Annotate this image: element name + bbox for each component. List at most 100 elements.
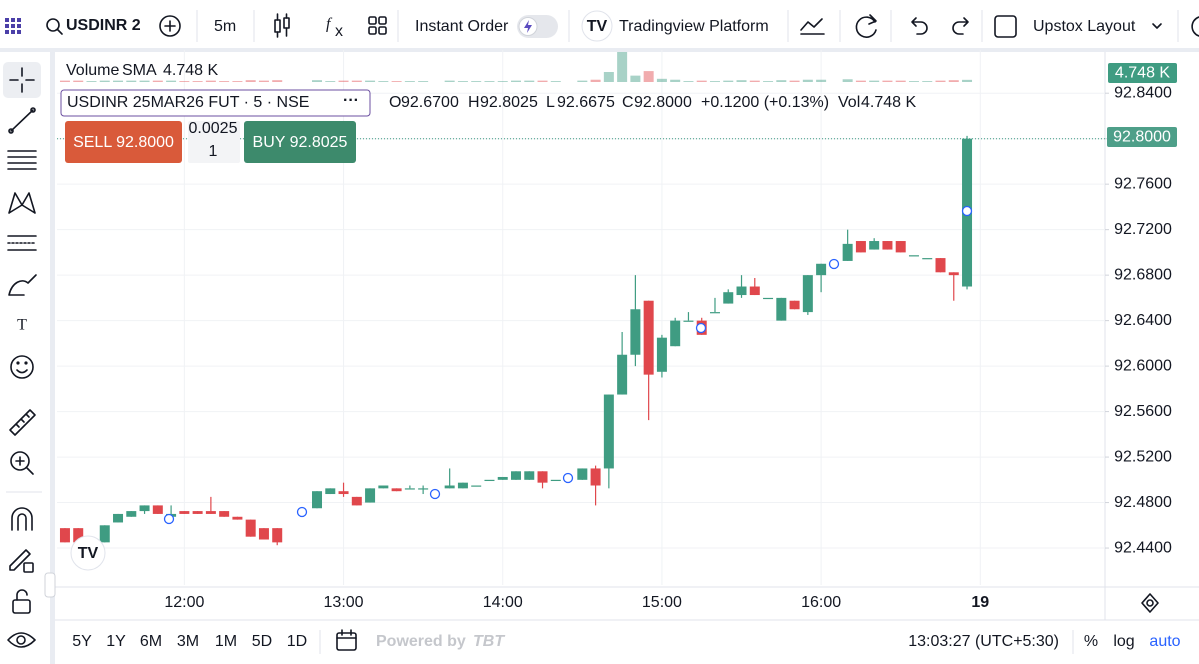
- refresh-icon[interactable]: [855, 14, 877, 38]
- sell-button[interactable]: [65, 121, 182, 163]
- volume-bar: [577, 80, 588, 82]
- platform-logo[interactable]: TV: [581, 10, 613, 42]
- volume-bar: [245, 80, 256, 82]
- volume-bar: [73, 80, 84, 82]
- event-marker[interactable]: [296, 506, 308, 518]
- x-tick-label: 15:00: [642, 594, 682, 611]
- forecast-tool[interactable]: [7, 235, 37, 251]
- volume-bar: [139, 80, 150, 82]
- platform-switch[interactable]: Tradingview Platform: [619, 18, 769, 35]
- lock-tool[interactable]: [12, 589, 31, 614]
- event-marker[interactable]: [429, 488, 441, 500]
- log-toggle[interactable]: log: [1113, 633, 1134, 650]
- range-button[interactable]: 1Y: [106, 633, 126, 650]
- range-button[interactable]: 6M: [140, 633, 162, 650]
- more-button[interactable]: ···: [343, 92, 359, 109]
- volume-bar: [484, 81, 495, 82]
- visibility-tool[interactable]: [7, 632, 36, 648]
- volume-bar: [272, 80, 283, 82]
- apps-icon[interactable]: [5, 18, 21, 34]
- compare-icon[interactable]: [159, 15, 181, 37]
- candle-body: [312, 491, 323, 509]
- layout-icon[interactable]: [994, 15, 1017, 38]
- time-axis-settings[interactable]: [1141, 593, 1159, 613]
- draw-mode-tool[interactable]: [9, 549, 34, 573]
- text-tool[interactable]: T: [17, 317, 27, 334]
- y-tick-label: 92.6400: [1114, 312, 1172, 329]
- candle-body: [73, 528, 84, 543]
- volume-bar: [192, 81, 203, 82]
- range-button[interactable]: 5D: [252, 633, 272, 650]
- zoom-tool[interactable]: [10, 451, 34, 475]
- fib-tool[interactable]: [7, 150, 37, 170]
- low-value: 92.6675: [557, 94, 615, 111]
- y-tick-label: 92.4400: [1114, 539, 1172, 556]
- event-markers: [163, 205, 973, 525]
- candle-body: [617, 354, 628, 395]
- buy-label: BUY 92.8025: [253, 134, 348, 151]
- event-marker[interactable]: [562, 472, 574, 484]
- symbol-box[interactable]: [60, 89, 371, 117]
- volume-bar: [166, 80, 177, 82]
- interval[interactable]: 5m: [214, 18, 236, 35]
- volume-bar: [882, 80, 893, 82]
- candle-body: [922, 258, 933, 260]
- goto-date-icon[interactable]: [336, 629, 357, 651]
- quantity[interactable]: 1: [209, 143, 218, 160]
- replay-icon: [800, 18, 825, 35]
- collapse-toolbar[interactable]: [44, 572, 56, 598]
- candle-body: [537, 471, 548, 483]
- candle-body: [789, 300, 800, 310]
- volume-bar: [948, 80, 959, 82]
- volume-bar: [258, 80, 269, 82]
- event-marker[interactable]: [961, 205, 973, 217]
- layout-name[interactable]: Upstox Layout: [1033, 18, 1136, 35]
- volume-bar: [59, 80, 70, 82]
- instant-order-label: Instant Order: [415, 18, 509, 35]
- quantity-box[interactable]: [188, 121, 240, 163]
- event-marker[interactable]: [828, 258, 840, 270]
- event-marker[interactable]: [163, 513, 175, 525]
- range-button[interactable]: 1D: [287, 633, 307, 650]
- ruler-tool[interactable]: [9, 409, 36, 436]
- bottom-bar: 5Y 1Y 6M 3M 1M 5D 1D Powered by TBT 13:0…: [72, 629, 1181, 654]
- magnet-tool[interactable]: [11, 507, 33, 531]
- candle-body: [590, 468, 601, 486]
- percent-toggle[interactable]: %: [1084, 633, 1098, 650]
- candle-body: [59, 528, 70, 543]
- volume-bar: [895, 80, 906, 82]
- top-divider: [0, 48, 1199, 52]
- range-button[interactable]: 1M: [215, 633, 237, 650]
- chart-type-icon[interactable]: [274, 13, 290, 38]
- candle-body: [948, 272, 959, 276]
- crosshair-tool[interactable]: [9, 67, 35, 93]
- auto-toggle[interactable]: auto: [1149, 633, 1180, 650]
- pattern-tool[interactable]: [8, 192, 36, 214]
- candle-body: [895, 241, 906, 253]
- y-tick-label: 92.5200: [1114, 448, 1172, 465]
- symbol-search[interactable]: USDINR 2: [66, 17, 141, 34]
- candle-body: [99, 525, 110, 543]
- range-button[interactable]: 5Y: [72, 633, 92, 650]
- trend-line-tool[interactable]: [8, 107, 36, 134]
- layout-chevron[interactable]: [1152, 23, 1162, 29]
- open-label: O: [389, 94, 401, 111]
- candle-body: [471, 485, 482, 487]
- buy-button[interactable]: [244, 121, 356, 163]
- candle-body: [497, 476, 508, 480]
- volume-bar: [232, 81, 243, 82]
- search-icon[interactable]: [46, 18, 63, 35]
- volume-bar: [205, 80, 216, 82]
- volume-bar: [736, 80, 747, 82]
- volume-bar: [99, 80, 110, 82]
- range-button[interactable]: 3M: [177, 633, 199, 650]
- candle-body: [510, 471, 521, 480]
- undo-icon[interactable]: [911, 17, 928, 35]
- brush-tool[interactable]: [8, 274, 37, 296]
- clock: 13:03:27 (UTC+5:30): [908, 633, 1059, 650]
- emoji-tool[interactable]: [10, 355, 34, 379]
- instant-order-toggle[interactable]: [517, 15, 558, 38]
- templates-icon[interactable]: [368, 16, 387, 35]
- event-marker[interactable]: [695, 322, 707, 334]
